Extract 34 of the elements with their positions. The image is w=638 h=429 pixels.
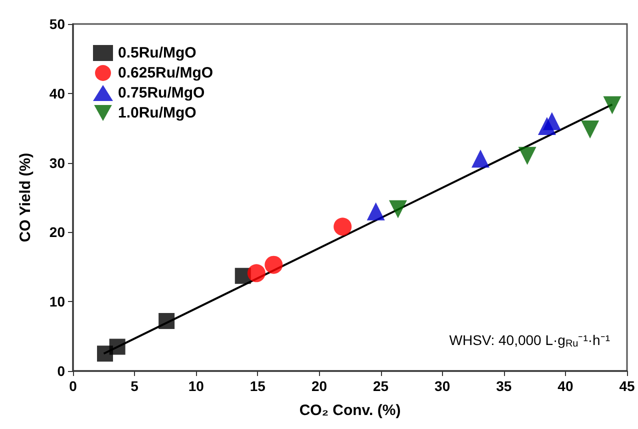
x-tick-label: 25 [372,378,389,394]
x-tick-label: 40 [558,378,574,394]
x-tick-label: 15 [250,378,266,394]
x-tick-label: 5 [130,378,139,394]
x-tick-label: 45 [619,378,635,394]
point [158,313,175,330]
x-axis-title: CO₂ Conv. (%) [299,402,401,419]
point [109,338,126,355]
x-tick-label: 0 [69,378,78,394]
x-tick-label: 30 [434,378,450,394]
legend-label: 0.625Ru/MgO [118,64,214,82]
y-tick-label: 30 [49,154,66,171]
y-tick-label: 0 [57,363,66,379]
x-tick-label: 20 [311,378,328,394]
legend-label: 0.5Ru/MgO [118,44,197,62]
y-tick-label: 40 [49,85,66,102]
y-tick-label: 50 [49,16,66,32]
point [247,264,266,282]
point [581,120,600,138]
point [472,150,490,168]
legend-label: 0.75Ru/MgO [118,84,206,102]
y-tick-label: 20 [49,224,66,240]
point [334,218,352,236]
point [366,202,385,220]
x-tick-label: 35 [496,378,512,394]
x-tick-label: 10 [188,378,204,394]
point [603,96,622,114]
point [518,146,536,165]
point [542,112,561,130]
legend-label: 1.0Ru/MgO [118,104,197,122]
point [264,256,283,274]
y-axis-title: CO Yield (%) [17,152,34,242]
y-tick-label: 10 [49,294,66,310]
point [389,200,408,218]
